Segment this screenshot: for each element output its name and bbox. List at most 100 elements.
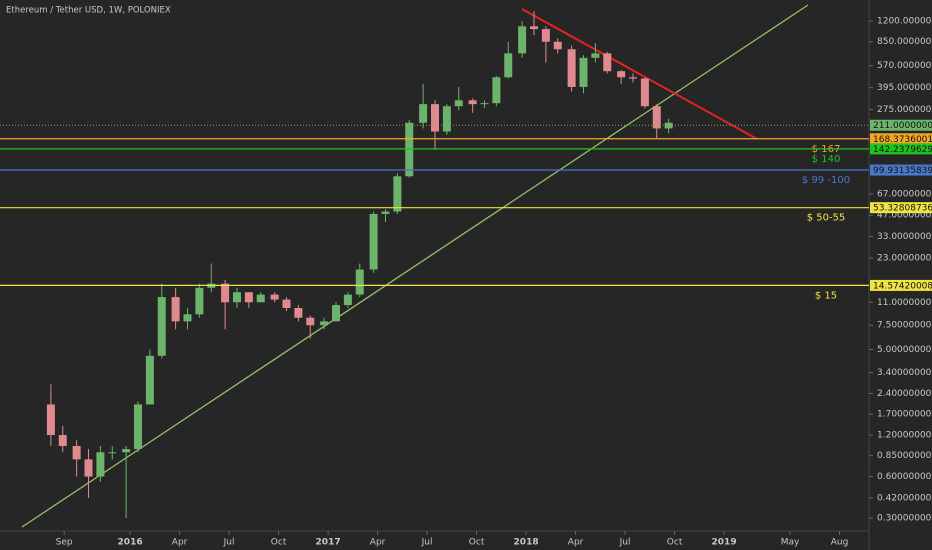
candle-body (419, 104, 428, 123)
level-label-box (870, 202, 932, 214)
resistance-line (521, 8, 758, 140)
x-tick-label: Sep (56, 538, 73, 548)
level-note: $ 99 -100 (802, 175, 850, 186)
level-label: 142.23796297 (873, 145, 932, 155)
candle-body (369, 213, 378, 270)
candle-body (405, 122, 414, 177)
candle-body (46, 404, 55, 436)
x-tick-label: 2019 (712, 538, 737, 548)
y-tick-label: 1.20000000 (877, 431, 932, 441)
x-tick-label: Apr (172, 538, 188, 548)
x-tick-label: Oct (271, 538, 287, 548)
candle-body (84, 459, 93, 477)
x-tick-label: 2018 (514, 538, 539, 548)
level-note: $ 140 (812, 154, 841, 165)
level-note: $ 50-55 (807, 213, 846, 224)
x-tick-label: Aug (831, 538, 849, 548)
candle-body (294, 307, 303, 318)
candle-body (72, 445, 81, 460)
level-label-box (870, 164, 932, 176)
candle-body (628, 77, 637, 79)
x-tick-label: Apr (370, 538, 386, 548)
candle-body (579, 57, 588, 87)
candle-body (468, 100, 477, 105)
x-tick-label: Apr (568, 538, 584, 548)
y-tick-label: 850.00000000 (877, 37, 932, 47)
x-tick-label: Jul (421, 538, 433, 548)
candle-body (320, 321, 329, 326)
candle-body (96, 452, 105, 477)
candle-body (492, 77, 501, 104)
candle-body (640, 78, 649, 107)
y-tick-label: 23.00000000 (877, 254, 932, 264)
candle-body (603, 53, 612, 72)
candle-body (157, 297, 166, 356)
candle-body (567, 49, 576, 87)
candle-body (171, 297, 180, 322)
candle-body (244, 292, 253, 303)
x-tick-label: Oct (469, 538, 485, 548)
candle-body (480, 103, 489, 105)
candle-body (282, 299, 291, 308)
candle-body (256, 294, 265, 303)
candle-body (58, 435, 67, 446)
level-label-box (870, 133, 932, 145)
candle-body (306, 317, 315, 326)
level-label: 53.32808736 (873, 204, 932, 214)
level-label: 14.57420008 (873, 281, 932, 291)
candle-body (664, 122, 673, 129)
x-tick-label: 2017 (316, 538, 341, 548)
y-tick-label: 11.00000000 (877, 298, 932, 308)
y-tick-label: 275.00000000 (877, 105, 932, 115)
y-tick-label: 2.40000000 (877, 389, 932, 399)
y-tick-label: 1200.00000000 (877, 17, 932, 27)
y-tick-label: 67.00000000 (877, 189, 932, 199)
y-tick-label: 0.42000000 (877, 493, 932, 503)
candle-body (221, 283, 230, 303)
candle-body (233, 292, 242, 303)
candle-body (504, 53, 513, 78)
candle-body (381, 211, 390, 214)
candle-body (454, 100, 463, 107)
level-label-box (870, 143, 932, 155)
candle-body (591, 53, 600, 58)
y-tick-label: 0.60000000 (877, 472, 932, 482)
x-tick-label: 2016 (118, 538, 143, 548)
candle-body (355, 269, 364, 295)
candle-body (518, 26, 527, 54)
candle-body (195, 287, 204, 315)
candle-body (108, 452, 117, 454)
candle-body (270, 294, 279, 300)
level-label-box (870, 119, 932, 131)
y-tick-label: 33.00000000 (877, 232, 932, 242)
candle-body (134, 404, 143, 450)
x-tick-label: Jul (619, 538, 631, 548)
y-tick-label: 7.50000000 (877, 321, 932, 331)
level-label: 99.93135839 (873, 166, 932, 176)
x-tick-label: Jul (223, 538, 235, 548)
level-note: $ 15 (815, 290, 837, 301)
y-tick-label: 0.85000000 (877, 451, 932, 461)
x-tick-label: Oct (667, 538, 683, 548)
y-tick-label: 0.30000000 (877, 514, 932, 524)
y-tick-label: 570.00000000 (877, 61, 932, 71)
candle-body (393, 176, 402, 212)
candle-body (652, 106, 661, 129)
trend-line (21, 4, 809, 528)
candle-body (183, 314, 192, 322)
candle-body (122, 449, 131, 453)
y-tick-label: 395.00000000 (877, 83, 932, 93)
y-tick-label: 5.00000000 (877, 345, 932, 355)
candle-body (553, 41, 562, 50)
candle-body (529, 26, 538, 30)
y-tick-label: 3.40000000 (877, 368, 932, 378)
candle-body (541, 29, 550, 42)
y-tick-label: 47.00000000 (877, 211, 932, 221)
candle-body (617, 71, 626, 78)
y-tick-label: 1.70000000 (877, 410, 932, 420)
level-label: 168.37360012 (873, 135, 932, 145)
chart-title: Ethereum / Tether USD, 1W, POLONIEX (6, 6, 171, 16)
candle-body (343, 294, 352, 306)
